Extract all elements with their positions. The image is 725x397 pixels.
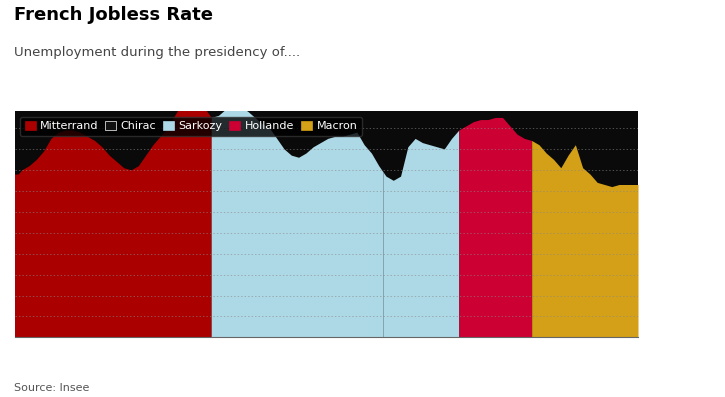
Text: Unemployment during the presidency of....: Unemployment during the presidency of...… [14,46,301,59]
Legend: Mitterrand, Chirac, Sarkozy, Hollande, Macron: Mitterrand, Chirac, Sarkozy, Hollande, M… [20,117,362,136]
Text: French Jobless Rate: French Jobless Rate [14,6,213,24]
Text: Source: Insee: Source: Insee [14,383,90,393]
